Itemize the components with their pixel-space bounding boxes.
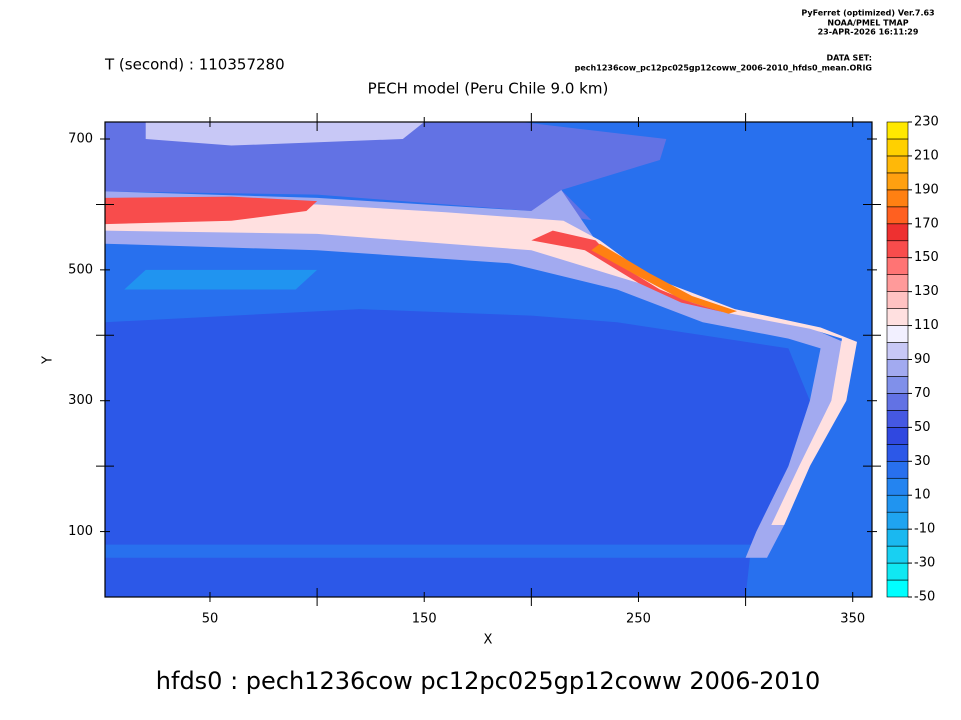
contour-region xyxy=(105,122,667,221)
x-tick-label: 150 xyxy=(412,612,437,627)
colorbar-box xyxy=(886,291,909,309)
colorbar-box xyxy=(886,444,909,462)
x-tick-label: 350 xyxy=(840,612,865,627)
colorbar-label: 10 xyxy=(914,488,931,503)
x-tick-label: 50 xyxy=(202,612,219,627)
y-tick-label: 100 xyxy=(68,524,93,539)
colorbar-box xyxy=(886,342,909,360)
colorbar-box xyxy=(886,274,909,292)
contour-region xyxy=(145,122,425,146)
colorbar-label: 90 xyxy=(914,352,931,367)
colorbar-box xyxy=(886,528,909,547)
time-label: T (second) : 110357280 xyxy=(104,56,285,74)
colorbar-label: 170 xyxy=(914,216,939,231)
colorbar-box xyxy=(886,121,909,140)
header-line: PyFerret (optimized) Ver.7.63 xyxy=(801,9,934,18)
colorbar-label: 70 xyxy=(914,386,931,401)
dataset: pech1236cow_pc12pc025gp12coww_2006-2010_… xyxy=(575,64,872,73)
colorbar-label: 50 xyxy=(914,420,931,435)
colorbar-box xyxy=(886,376,909,394)
colorbar-box xyxy=(886,393,909,411)
x-tick-label: 250 xyxy=(626,612,651,627)
colorbar-label: 230 xyxy=(914,115,939,130)
y-tick-label: 500 xyxy=(68,262,93,277)
colorbar-box xyxy=(886,325,909,343)
plot-frame xyxy=(104,121,873,598)
caption: hfds0 : pech1236cow pc12pc025gp12coww 20… xyxy=(156,667,820,695)
contour-region xyxy=(105,309,810,545)
colorbar-box xyxy=(886,427,909,445)
colorbar-box xyxy=(886,172,909,191)
colorbar-label: -30 xyxy=(914,556,935,571)
colorbar-label: 130 xyxy=(914,284,939,299)
chart-title: PECH model (Peru Chile 9.0 km) xyxy=(368,80,609,98)
colorbar-box xyxy=(886,545,909,564)
colorbar-box xyxy=(886,257,909,275)
dataset-label: DATA SET: xyxy=(827,54,872,63)
colorbar-box xyxy=(886,579,909,598)
contour-region xyxy=(531,230,725,313)
colorbar-box xyxy=(886,223,909,242)
colorbar-label: 110 xyxy=(914,318,939,333)
contour-region xyxy=(124,269,318,290)
colorbar-label: 30 xyxy=(914,454,931,469)
y-tick-label: 300 xyxy=(68,393,93,408)
colorbar-label: -50 xyxy=(914,590,935,605)
header-line: 23-APR-2026 16:11:29 xyxy=(818,28,919,37)
colorbar-box xyxy=(886,155,909,174)
field xyxy=(105,122,872,597)
colorbar-box xyxy=(886,410,909,428)
colorbar-box xyxy=(886,189,909,208)
colorbar-box xyxy=(886,359,909,377)
colorbar-box xyxy=(886,494,909,513)
contour-region xyxy=(591,243,738,314)
colorbar-label: 190 xyxy=(914,182,939,197)
contour-region xyxy=(105,557,750,597)
colorbar-label: -10 xyxy=(914,522,935,537)
header-line: NOAA/PMEL TMAP xyxy=(827,19,908,28)
colorbar-box xyxy=(886,240,909,259)
colorbar-box xyxy=(886,477,909,496)
y-tick-label: 700 xyxy=(68,132,93,147)
colorbar-box xyxy=(886,138,909,157)
colorbar-label: 210 xyxy=(914,148,939,163)
colorbar-box xyxy=(886,308,909,326)
colorbar-box xyxy=(886,511,909,530)
contour-region xyxy=(105,196,318,225)
colorbar-box xyxy=(886,460,909,479)
colorbar-label: 150 xyxy=(914,250,939,265)
colorbar-box xyxy=(886,206,909,225)
x-axis-label: X xyxy=(484,633,493,648)
y-axis-label: Y xyxy=(41,356,56,365)
colorbar-box xyxy=(886,562,909,581)
